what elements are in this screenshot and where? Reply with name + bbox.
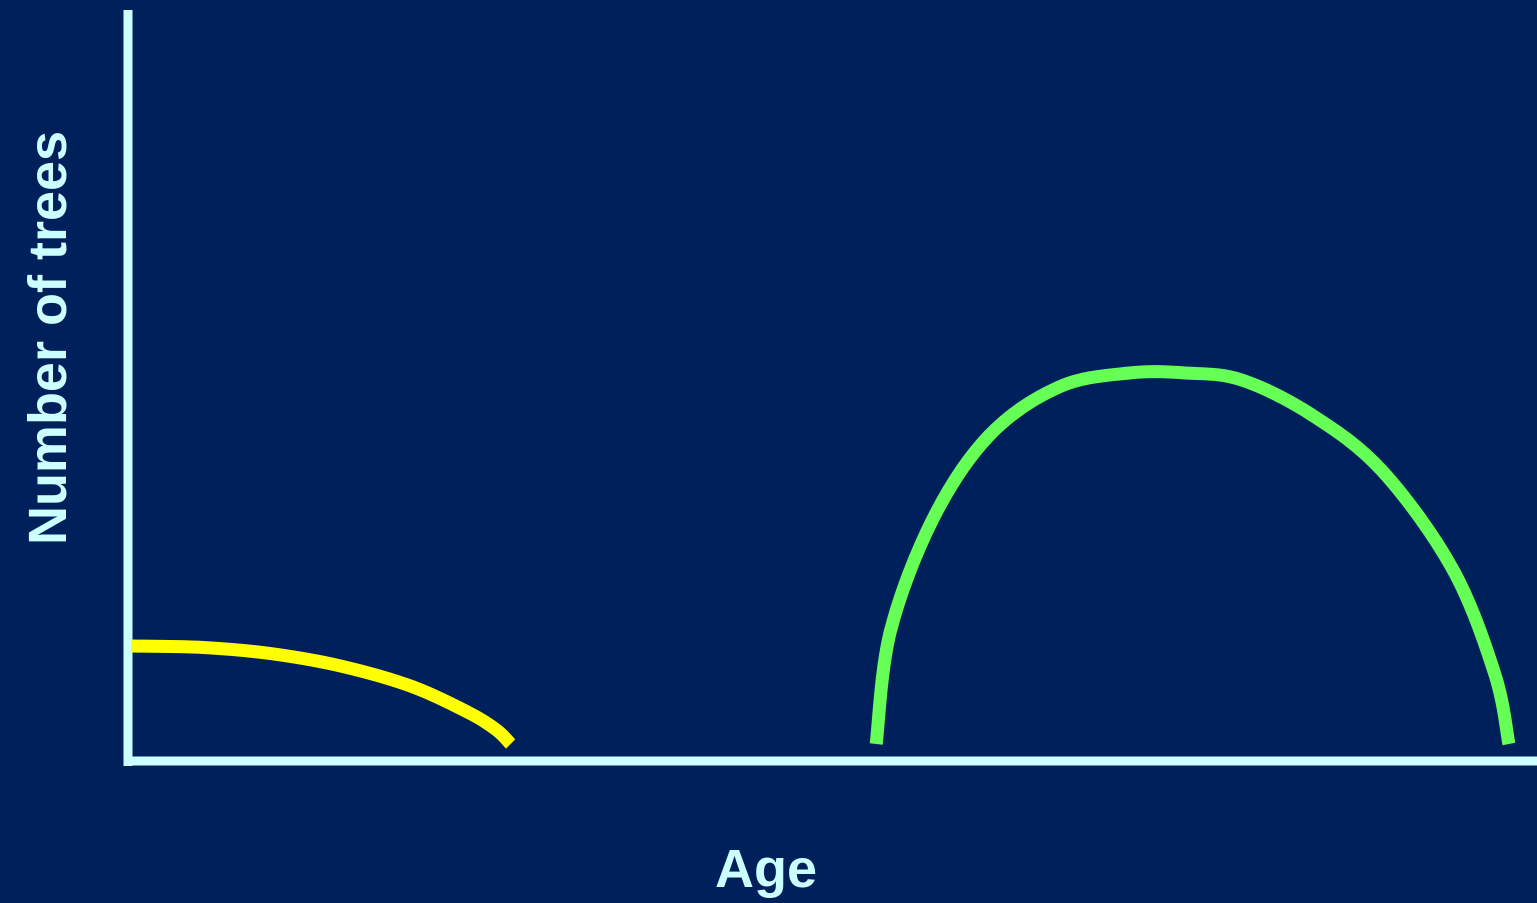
x-axis-title: Age <box>715 839 817 899</box>
series-layer <box>130 365 1516 749</box>
chart-axes <box>123 10 1537 766</box>
y-axis-title: Number of trees <box>18 131 78 545</box>
series-line-2 <box>869 365 1516 746</box>
series-line-1 <box>130 639 516 749</box>
